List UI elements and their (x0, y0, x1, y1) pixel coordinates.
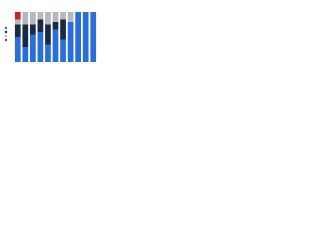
bar-segment (14, 12, 21, 20)
legend-marker (4, 26, 8, 30)
bar-segment (52, 22, 59, 30)
bar-segment (45, 44, 51, 62)
bar-segment (67, 12, 74, 22)
legend-marker (4, 38, 8, 42)
bar-segment (52, 29, 59, 62)
bar-segment (75, 12, 82, 62)
bar-segment (60, 12, 66, 20)
bar-segment (14, 19, 21, 25)
bar-segment (45, 12, 51, 25)
legend-marker (4, 34, 8, 38)
bar-segment (37, 19, 44, 32)
chart (4, 12, 97, 62)
bar-segment (45, 24, 51, 45)
bar-segment (82, 12, 89, 62)
bar-segment (60, 39, 66, 62)
bar-segment (29, 34, 36, 62)
bar-segment (22, 12, 29, 25)
bar-segment (29, 12, 36, 25)
bar-segment (37, 32, 44, 62)
legend-marker (4, 30, 8, 34)
bar-segment (52, 12, 59, 22)
bar-segment (37, 12, 44, 20)
bar-segment (22, 47, 29, 62)
bar-segment (90, 12, 97, 62)
bar-segment (67, 22, 74, 62)
bar-segment (60, 19, 66, 40)
bar-segment (14, 24, 21, 37)
bar-segment (29, 24, 36, 35)
bar-segment (22, 24, 29, 47)
bar-segment (14, 37, 21, 62)
